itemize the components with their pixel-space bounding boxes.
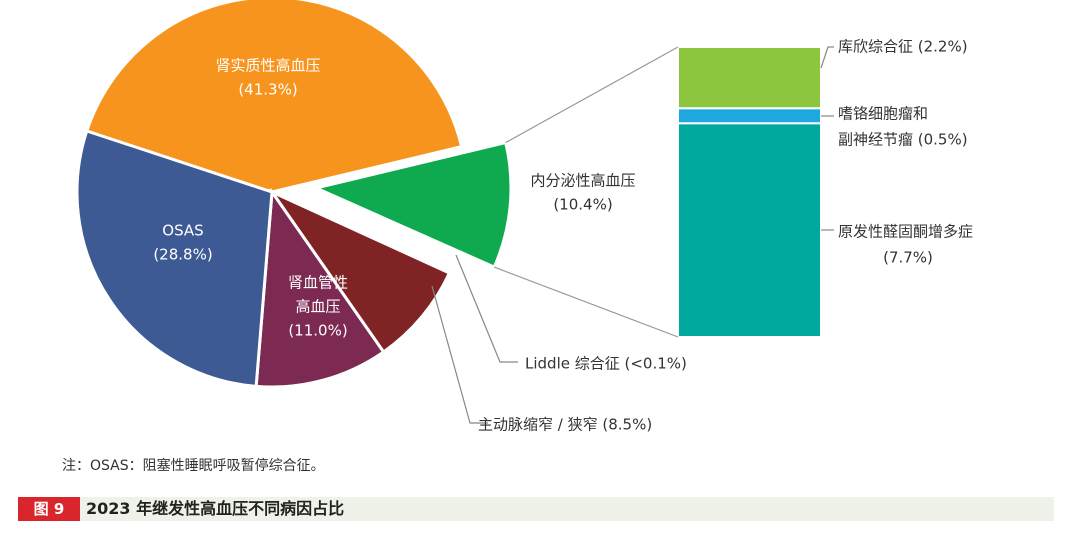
breakdown-label-2-line-1: (7.7%)	[883, 249, 933, 267]
breakdown-segment-2	[677, 122, 822, 338]
slice-label-0-line-0: 肾实质性高血压	[215, 57, 320, 75]
slice-0	[84, 0, 464, 194]
breakdown-bar	[677, 46, 822, 338]
leader-liddle	[455, 254, 518, 363]
footnote: 注：OSAS：阻塞性睡眠呼吸暂停综合征。	[62, 458, 325, 474]
breakdown-label-1-line-0: 嗜铬细胞瘤和	[838, 105, 928, 123]
pie-chart: 肾实质性高血压 (41.3%) 内分泌性高血压 (10.4%) Liddle 综合征 (…	[75, 0, 973, 434]
slice-label-4-line-2: (11.0%)	[288, 322, 347, 340]
slice-4	[254, 187, 386, 389]
slice-label-0-line-1: (41.3%)	[238, 81, 297, 99]
slice-label-1-line-0: 内分泌性高血压	[530, 172, 635, 190]
breakdown-label-0-line-0: 库欣综合征 (2.2%)	[838, 38, 968, 56]
pie-slices	[75, 0, 513, 389]
breakdown-segment-0	[677, 46, 822, 110]
slice-label-2-line-0: Liddle 综合征 (<0.1%)	[525, 355, 687, 373]
slice-label-3-line-0: 主动脉缩窄 / 狭窄 (8.5%)	[478, 416, 652, 434]
slice-label-5-line-1: (28.8%)	[153, 246, 212, 264]
figure-caption: 图 9 2023 年继发性高血压不同病因占比	[18, 497, 1054, 521]
connector-bottom	[494, 266, 679, 338]
slice-1	[311, 140, 513, 270]
figure-number: 图 9	[18, 497, 80, 521]
figure-title: 2023 年继发性高血压不同病因占比	[86, 499, 345, 518]
slice-3	[267, 188, 452, 355]
slice-label-5-line-0: OSAS	[162, 222, 203, 240]
chart-labels: 肾实质性高血压 (41.3%) 内分泌性高血压 (10.4%) Liddle 综合征 (…	[153, 38, 973, 434]
leader-aorta	[431, 285, 488, 424]
breakdown-segment-1	[677, 107, 822, 125]
leader-lines	[431, 46, 834, 424]
slice-label-4-line-0: 肾血管性	[288, 274, 348, 292]
connector-top	[505, 46, 679, 144]
slice-5	[75, 129, 274, 388]
slice-label-4-line-1: 高血压	[295, 298, 340, 316]
breakdown-label-1-line-1: 副神经节瘤 (0.5%)	[838, 131, 968, 149]
slice-label-1-line-1: (10.4%)	[553, 196, 612, 214]
breakdown-tick-0	[820, 46, 834, 69]
breakdown-label-2-line-0: 原发性醛固酮增多症	[838, 223, 973, 241]
